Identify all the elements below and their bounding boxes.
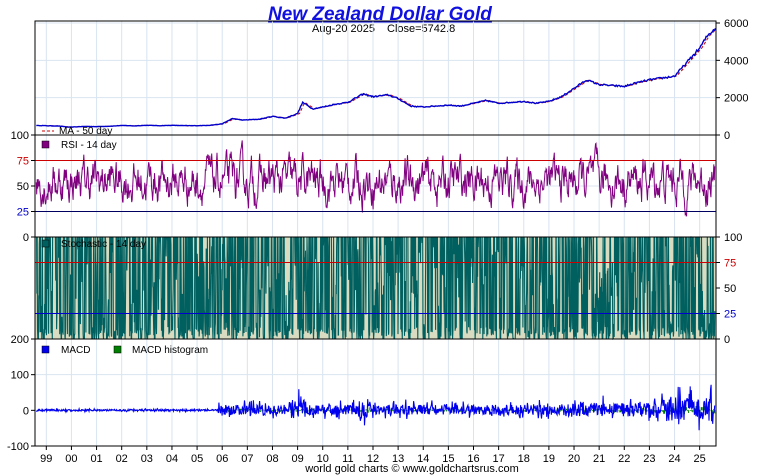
price-tick-label: 4000 — [724, 55, 748, 67]
x-tick-label: 09 — [291, 453, 303, 465]
stochastic-tick-label: 75 — [724, 258, 736, 270]
rsi-tick-label: 25 — [17, 207, 29, 219]
x-tick-label: 19 — [543, 453, 555, 465]
price-panel-frame — [34, 20, 717, 136]
rsi-legend-label: RSI - 14 day — [61, 140, 117, 151]
x-tick-label: 13 — [392, 453, 404, 465]
macd-hist-legend-label: MACD histogram — [132, 345, 208, 356]
stochastic-legend-swatch — [41, 239, 50, 248]
rsi-tick-label: 50 — [17, 181, 29, 193]
x-tick-label: 21 — [593, 453, 605, 465]
x-tick-label: 99 — [40, 453, 52, 465]
x-tick-label: 18 — [518, 453, 530, 465]
price-legend: MA - 50 day — [42, 126, 112, 137]
rsi-tick-label: 100 — [11, 130, 29, 142]
macd-legend: MACD MACD histogram — [41, 345, 208, 356]
x-tick-label: 25 — [694, 453, 706, 465]
chart-subtitle-date: Aug-20 2025 — [312, 23, 375, 35]
price-line — [36, 27, 717, 128]
macd-hist-legend-swatch — [113, 345, 122, 354]
stochastic-legend-label: Stochastic - 14 day — [61, 239, 146, 250]
macd-tick-label: -100 — [7, 441, 29, 453]
price-tick-label: 2000 — [724, 93, 748, 105]
x-tick-label: 10 — [317, 453, 329, 465]
chart-title: New Zealand Dollar Gold — [268, 4, 492, 25]
x-tick-label: 24 — [668, 453, 680, 465]
x-tick-label: 00 — [65, 453, 77, 465]
chart-subtitle-close: Close=5742.8 — [387, 23, 455, 35]
x-tick-label: 14 — [417, 453, 429, 465]
macd-tick-label: 0 — [23, 405, 29, 417]
price-tick-label: 6000 — [724, 18, 748, 30]
stochastic-tick-label: 25 — [724, 309, 736, 321]
rsi-line — [35, 140, 716, 217]
stochastic-legend: Stochastic - 14 day — [41, 239, 146, 250]
price-tick-label: 0 — [724, 130, 730, 142]
macd-line — [35, 384, 716, 431]
stochastic-tick-label: 0 — [724, 334, 730, 346]
rsi-legend-swatch — [41, 140, 50, 149]
x-tick-label: 11 — [342, 453, 353, 465]
axis-labels: 99 00 01 02 03 04 05 06 07 08 09 10 11 12 13 14 15 16 17 18… — [7, 18, 749, 465]
x-tick-label: 22 — [618, 453, 630, 465]
macd-tick-label: 100 — [11, 370, 29, 382]
x-tick-label: 06 — [216, 453, 228, 465]
x-tick-label: 07 — [241, 453, 253, 465]
x-tick-label: 16 — [467, 453, 479, 465]
x-tick-label: 03 — [141, 453, 153, 465]
plot-layer — [35, 27, 717, 431]
stochastic-tick-label: 100 — [724, 232, 742, 244]
chart-footer: world gold charts © www.goldchartsrus.co… — [304, 463, 519, 475]
x-tick-label: 08 — [266, 453, 278, 465]
x-tick-label: 23 — [643, 453, 655, 465]
stochastic-line — [36, 236, 716, 341]
x-tick-label: 17 — [493, 453, 505, 465]
macd-panel-frame — [34, 338, 717, 447]
macd-tick-label: 200 — [11, 334, 29, 346]
x-tick-label: 04 — [166, 453, 178, 465]
x-tick-label: 20 — [568, 453, 580, 465]
ma-legend-label: MA - 50 day — [59, 126, 112, 137]
rsi-tick-label: 0 — [23, 232, 29, 244]
x-tick-label: 15 — [442, 453, 454, 465]
stochastic-tick-label: 50 — [724, 283, 736, 295]
x-tick-label: 12 — [367, 453, 379, 465]
rsi-tick-label: 75 — [17, 156, 29, 168]
x-tick-label: 02 — [116, 453, 128, 465]
macd-legend-label: MACD — [61, 345, 90, 356]
rsi-legend: RSI - 14 day — [41, 140, 117, 151]
x-tick-label: 05 — [191, 453, 203, 465]
macd-legend-swatch — [41, 345, 50, 354]
ma-line — [45, 29, 716, 128]
x-tick-label: 01 — [90, 453, 102, 465]
